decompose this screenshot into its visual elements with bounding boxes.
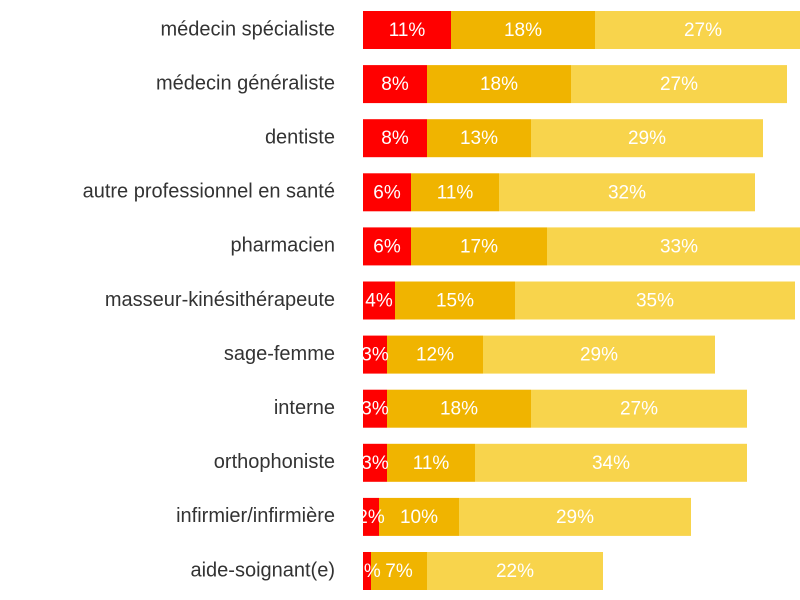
bar-segment — [371, 552, 427, 590]
category-label: infirmier/infirmière — [176, 505, 335, 527]
bar-segment — [363, 389, 387, 428]
bar-segment — [427, 119, 531, 158]
category-label: médecin spécialiste — [160, 18, 335, 40]
value-label: 18% — [480, 74, 518, 95]
category-label: autre professionnel en santé — [83, 181, 335, 203]
value-label: 22% — [496, 561, 534, 582]
bar-segment — [363, 11, 451, 49]
bar-segment — [363, 335, 387, 374]
bar-segment — [475, 443, 747, 482]
value-label: 3% — [361, 345, 389, 366]
bar-segment — [483, 335, 715, 374]
bar-segment — [387, 335, 483, 374]
bar-segment — [515, 281, 795, 320]
bar-segment — [387, 389, 531, 428]
category-label: médecin généraliste — [156, 72, 335, 94]
bar-segment — [363, 443, 387, 482]
bar-segment — [451, 11, 595, 49]
value-label: 12% — [416, 345, 454, 366]
bar-segment — [531, 119, 763, 158]
value-label: 11% — [437, 182, 474, 203]
bar-segment — [395, 281, 515, 320]
value-label: 29% — [628, 128, 666, 149]
category-label: interne — [274, 397, 335, 419]
value-label: 11% — [389, 20, 426, 41]
bar-segment — [459, 497, 691, 536]
value-label: 11% — [413, 453, 450, 474]
value-label: 8% — [381, 128, 409, 149]
value-label: 29% — [556, 507, 594, 528]
bar-segment — [547, 227, 800, 266]
bar-segment — [363, 497, 379, 536]
bar-segment — [595, 11, 800, 49]
category-label: aide-soignant(e) — [190, 559, 335, 581]
bar-segment — [411, 227, 547, 266]
value-label: 3% — [361, 399, 389, 420]
bar-segment — [363, 119, 427, 158]
value-label: 32% — [608, 182, 646, 203]
bar-segment — [411, 173, 499, 212]
bar-segment — [427, 65, 571, 104]
bar-segment — [499, 173, 755, 212]
bar-segment — [363, 65, 427, 104]
bar-segment — [363, 552, 371, 590]
value-label: 29% — [580, 345, 618, 366]
value-label: 13% — [460, 128, 498, 149]
bar-segment — [363, 173, 411, 212]
value-label: 18% — [440, 399, 478, 420]
value-label: 6% — [373, 236, 401, 257]
category-label: sage-femme — [224, 343, 335, 365]
category-label: masseur-kinésithérapeute — [105, 289, 335, 311]
value-label: 10% — [400, 507, 438, 528]
value-label: 7% — [385, 561, 413, 582]
bar-segment — [427, 552, 603, 590]
value-label: 15% — [436, 291, 474, 312]
bar-segment — [363, 227, 411, 266]
value-label: 3% — [361, 453, 389, 474]
category-label: orthophoniste — [214, 451, 335, 473]
value-label: 27% — [660, 74, 698, 95]
value-label: 27% — [684, 20, 722, 41]
value-label: 34% — [592, 453, 630, 474]
value-label: 17% — [460, 236, 498, 257]
value-label: 4% — [365, 291, 393, 312]
category-label: dentiste — [265, 126, 335, 148]
value-label: 2% — [357, 507, 385, 528]
bar-segment — [363, 281, 395, 320]
category-label: pharmacien — [230, 235, 335, 257]
bar-segment — [531, 389, 747, 428]
bar-segment — [379, 497, 459, 536]
value-label: 8% — [381, 74, 409, 95]
bar-segment — [571, 65, 787, 104]
bar-segment — [387, 443, 475, 482]
value-label: 35% — [636, 291, 674, 312]
value-label: 1% — [353, 561, 381, 582]
value-label: 27% — [620, 399, 658, 420]
value-label: 18% — [504, 20, 542, 41]
value-label: 33% — [660, 236, 698, 257]
value-label: 6% — [373, 182, 401, 203]
